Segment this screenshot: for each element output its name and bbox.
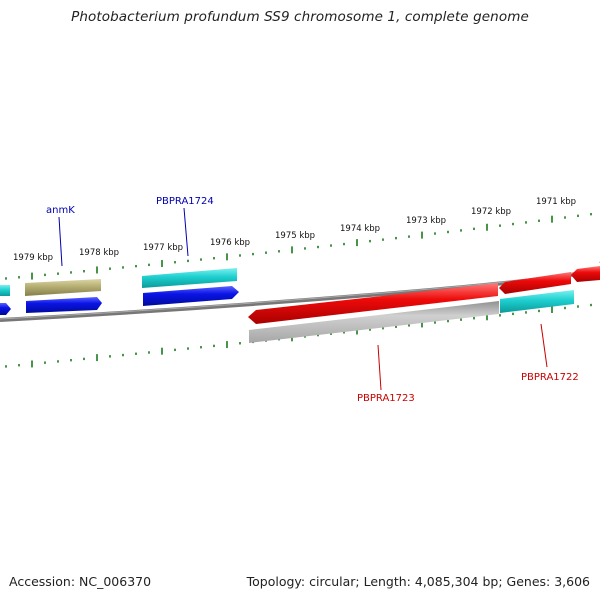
gene-feature-pbpra1724[interactable] bbox=[142, 268, 237, 288]
callout-lines bbox=[58, 207, 548, 391]
gene-label-anmk[interactable]: anmK bbox=[46, 205, 75, 216]
kbp-label: 1977 kbp bbox=[143, 243, 183, 253]
gene-feature-blue-1[interactable] bbox=[26, 297, 102, 313]
accession-text: Accession: NC_006370 bbox=[9, 574, 152, 589]
forward-strand-features bbox=[0, 268, 239, 315]
outer-tick-ring bbox=[5, 212, 592, 280]
kbp-label: 1973 kbp bbox=[406, 216, 446, 226]
kbp-scale-labels: 1979 kbp 1978 kbp 1977 kbp 1976 kbp 1975… bbox=[13, 197, 576, 263]
gene-feature-pbpra1722[interactable] bbox=[499, 272, 571, 294]
gene-label-pbpra1722[interactable]: PBPRA1722 bbox=[521, 372, 579, 383]
kbp-label: 1978 kbp bbox=[79, 248, 119, 258]
gene-feature-gray[interactable] bbox=[249, 301, 499, 343]
kbp-label: 1971 kbp bbox=[536, 197, 576, 207]
gene-feature-blue-edge[interactable] bbox=[0, 303, 11, 315]
gene-feature-blue-2[interactable] bbox=[143, 286, 239, 306]
map-title: Photobacterium profundum SS9 chromosome … bbox=[71, 9, 529, 25]
gene-label-pbpra1723[interactable]: PBPRA1723 bbox=[357, 393, 415, 404]
kbp-label: 1975 kbp bbox=[275, 231, 315, 241]
kbp-label: 1974 kbp bbox=[340, 224, 380, 234]
gene-label-pbpra1724[interactable]: PBPRA1724 bbox=[156, 196, 214, 207]
gene-feature-pbpra1723[interactable] bbox=[248, 283, 498, 324]
genome-summary-text: Topology: circular; Length: 4,085,304 bp… bbox=[246, 574, 590, 589]
gene-feature-cyan-2[interactable] bbox=[500, 290, 574, 313]
kbp-label: 1972 kbp bbox=[471, 207, 511, 217]
gene-feature-anmk[interactable] bbox=[25, 279, 101, 296]
kbp-label: 1979 kbp bbox=[13, 253, 53, 263]
kbp-label: 1976 kbp bbox=[210, 238, 250, 248]
gene-feature-cyan-edge[interactable] bbox=[0, 285, 10, 296]
gene-feature-red-edge[interactable] bbox=[571, 266, 600, 282]
reverse-strand-features bbox=[248, 266, 600, 343]
